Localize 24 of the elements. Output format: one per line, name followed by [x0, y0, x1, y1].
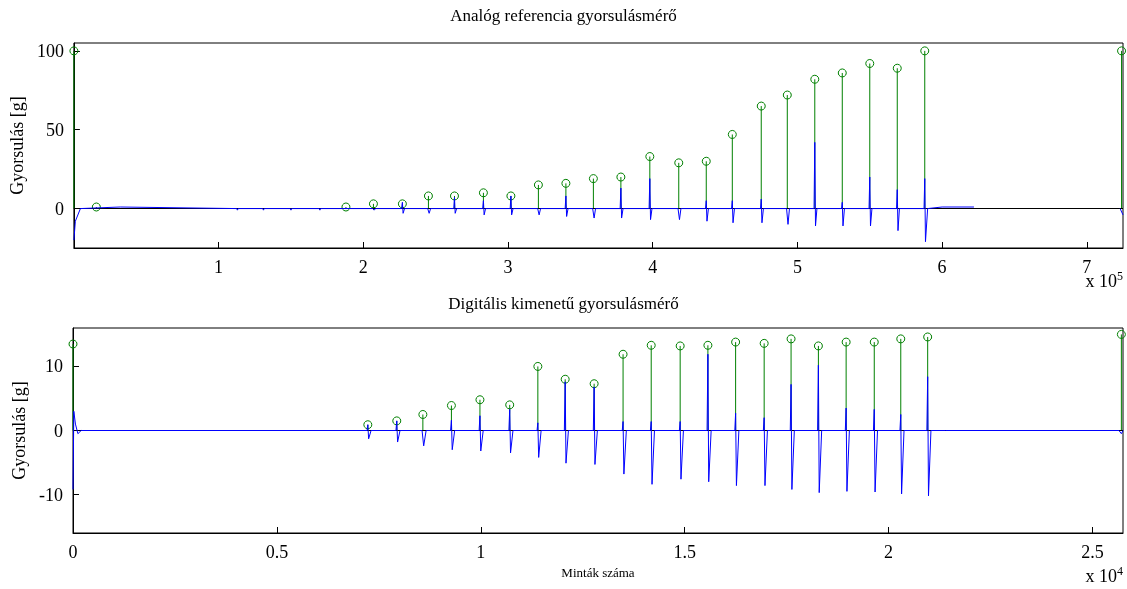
x-tick-label: 2.5	[1081, 542, 1104, 562]
x-tick-label: 2	[884, 542, 894, 562]
x-tick-label: 5	[792, 257, 802, 277]
y-tick-label: 0	[54, 420, 63, 441]
y-axis-title: Gyorsulás [g]	[7, 96, 27, 195]
y-axis-title: Gyorsulás [g]	[9, 381, 30, 480]
x-tick-label: 0	[68, 542, 78, 562]
x-tick-label: 1	[214, 257, 224, 277]
x-tick-label: 2	[358, 257, 368, 277]
x-tick-label: 1.5	[673, 542, 696, 562]
x-tick-label: 3	[503, 257, 513, 277]
x-tick-label: 0.5	[265, 542, 289, 562]
y-tick-label: 10	[45, 356, 63, 377]
chart-title: Digitális kimenetű gyorsulásmérő	[448, 294, 679, 313]
y-tick-label: 100	[36, 40, 64, 61]
y-tick-label: 0	[54, 198, 64, 219]
x-tick-label: 7	[1082, 257, 1092, 277]
y-tick-label: 50	[45, 119, 64, 140]
x-tick-label: 6	[937, 257, 947, 277]
x-axis-title: Minták száma	[561, 564, 635, 580]
y-tick-label: -10	[39, 484, 63, 505]
x-tick-label: 1	[476, 542, 486, 562]
chart-title: Analóg referencia gyorsulásmérő	[450, 6, 677, 25]
x-tick-label: 4	[648, 257, 658, 277]
